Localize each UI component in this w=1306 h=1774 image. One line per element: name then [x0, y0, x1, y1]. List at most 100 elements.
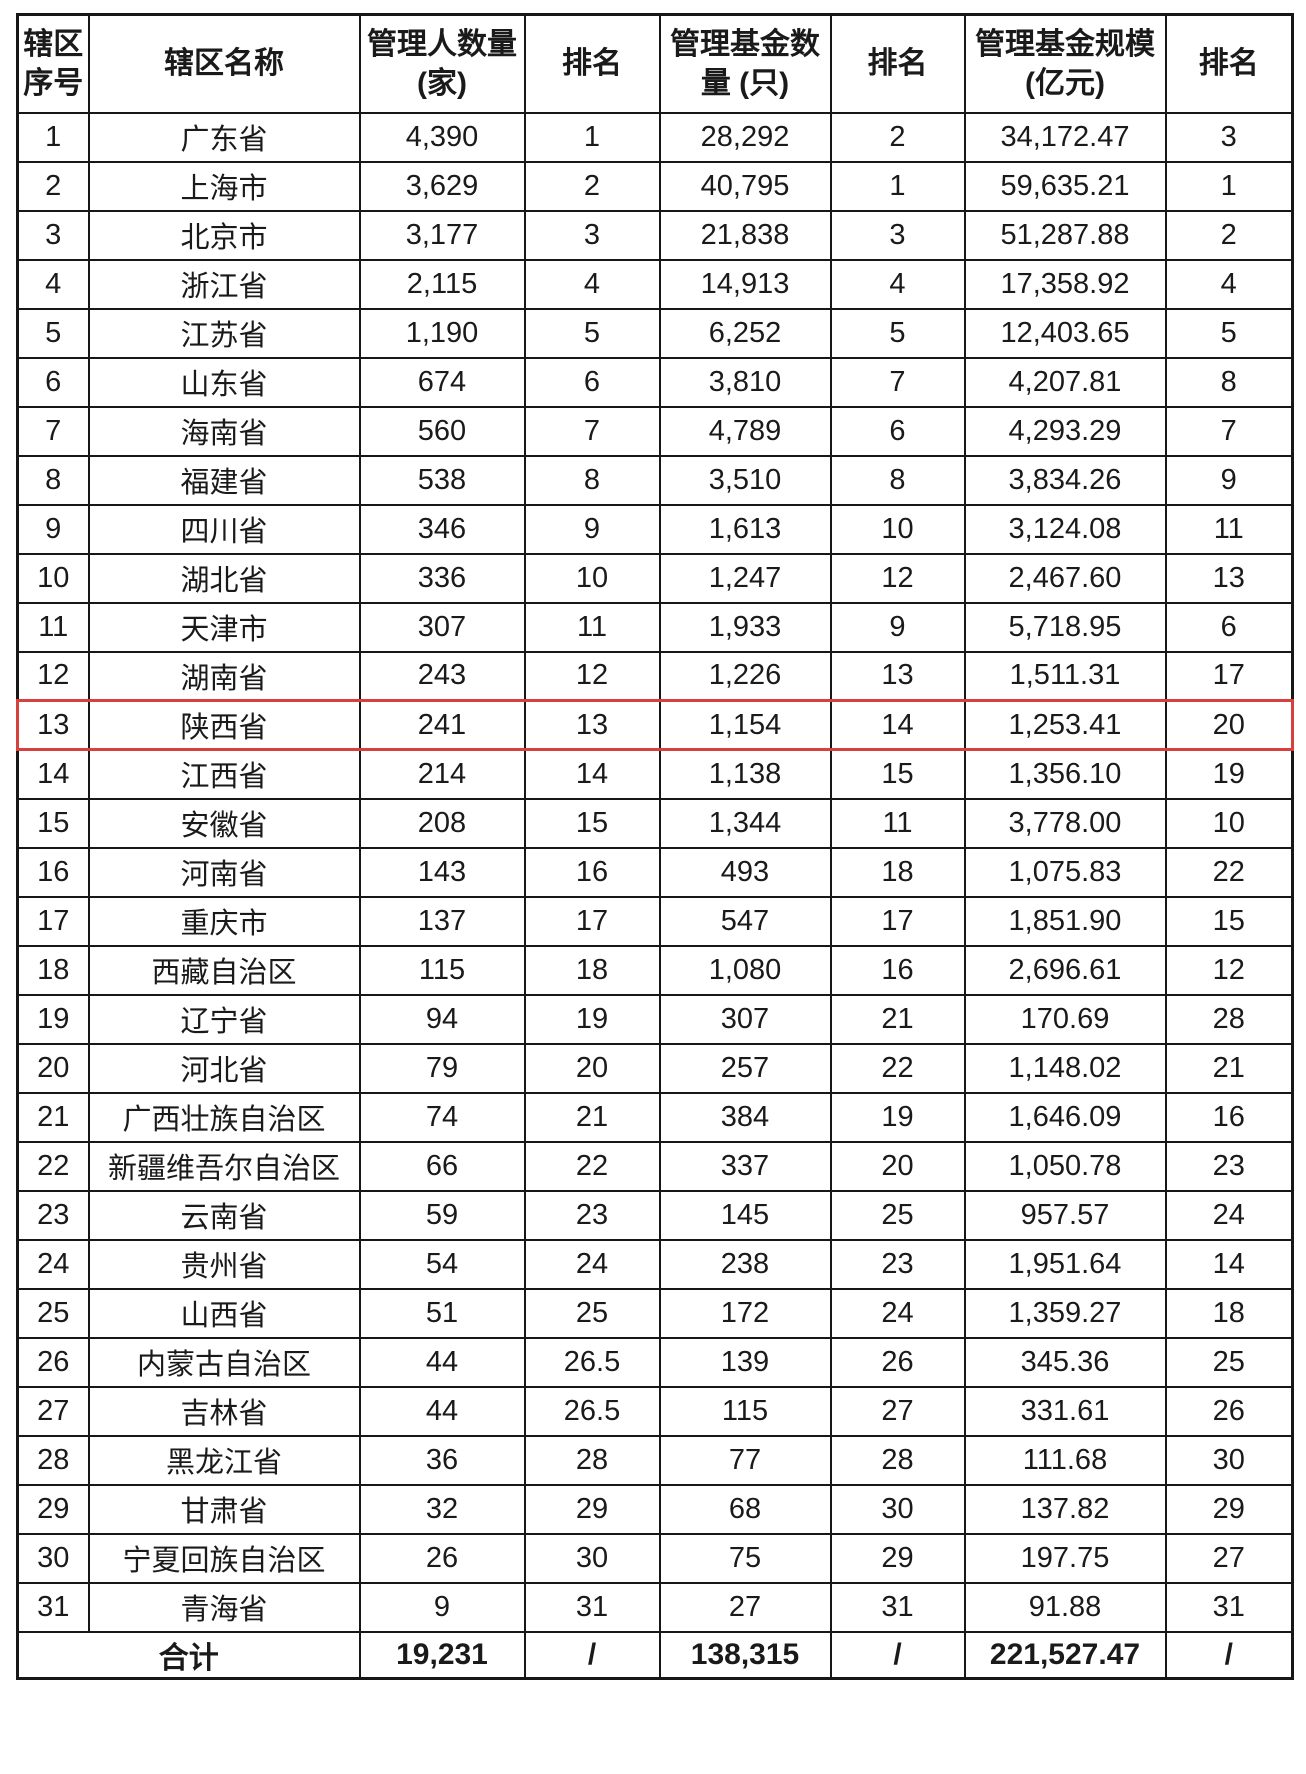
- fund-count: 139: [658, 1336, 832, 1388]
- total-row: 合计 19,231 / 138,315 / 221,527.47 /: [16, 1630, 1294, 1679]
- fund-scale-rank: 10: [1164, 797, 1294, 849]
- district-name: 广西壮族自治区: [87, 1091, 361, 1143]
- manager-count: 241: [358, 699, 526, 751]
- district-no: 11: [16, 601, 90, 653]
- table-row: 27 吉林省 44 26.5 115 27 331.61 26: [16, 1385, 1294, 1437]
- manager-count-rank: 28: [523, 1434, 661, 1486]
- fund-management-rank-table: 辖区 序号 辖区名称 管理人数量 (家) 排名 管理基金数 量 (只) 排名 管…: [16, 13, 1294, 1680]
- table-row: 24 贵州省 54 24 238 23 1,951.64 14: [16, 1238, 1294, 1290]
- district-no: 17: [16, 895, 90, 947]
- manager-count: 674: [358, 356, 526, 408]
- manager-count: 74: [358, 1091, 526, 1143]
- fund-scale-rank: 18: [1164, 1287, 1294, 1339]
- district-name: 山东省: [87, 356, 361, 408]
- table-row: 13 陕西省 241 13 1,154 14 1,253.41 20: [16, 699, 1294, 751]
- fund-scale-rank: 21: [1164, 1042, 1294, 1094]
- fund-scale-rank: 7: [1164, 405, 1294, 457]
- total-manager-count: 19,231: [358, 1630, 526, 1679]
- manager-count: 44: [358, 1385, 526, 1437]
- fund-count: 307: [658, 993, 832, 1045]
- fund-count: 384: [658, 1091, 832, 1143]
- manager-count-rank: 13: [523, 699, 661, 751]
- fund-count-rank: 25: [829, 1189, 966, 1241]
- manager-count: 538: [358, 454, 526, 506]
- manager-count: 3,177: [358, 209, 526, 261]
- fund-count-rank: 17: [829, 895, 966, 947]
- district-no: 22: [16, 1140, 90, 1192]
- header-fund-count: 管理基金数 量 (只): [658, 13, 832, 114]
- fund-scale: 170.69: [963, 993, 1167, 1045]
- manager-count: 560: [358, 405, 526, 457]
- fund-scale-rank: 16: [1164, 1091, 1294, 1143]
- fund-count-rank: 26: [829, 1336, 966, 1388]
- fund-count-rank: 6: [829, 405, 966, 457]
- fund-count: 75: [658, 1532, 832, 1584]
- district-name: 浙江省: [87, 258, 361, 310]
- manager-count: 26: [358, 1532, 526, 1584]
- district-no: 19: [16, 993, 90, 1045]
- district-name: 宁夏回族自治区: [87, 1532, 361, 1584]
- district-no: 31: [16, 1581, 90, 1633]
- fund-count-rank: 18: [829, 846, 966, 898]
- manager-count-rank: 18: [523, 944, 661, 996]
- fund-count: 1,080: [658, 944, 832, 996]
- manager-count-rank: 16: [523, 846, 661, 898]
- fund-scale: 1,356.10: [963, 748, 1167, 800]
- fund-scale: 1,511.31: [963, 650, 1167, 702]
- fund-scale-rank: 2: [1164, 209, 1294, 261]
- fund-scale-rank: 5: [1164, 307, 1294, 359]
- district-no: 4: [16, 258, 90, 310]
- header-fund-scale-rank: 排名: [1164, 13, 1294, 114]
- header-fund-count-rank: 排名: [829, 13, 966, 114]
- fund-count-rank: 22: [829, 1042, 966, 1094]
- table-row: 22 新疆维吾尔自治区 66 22 337 20 1,050.78 23: [16, 1140, 1294, 1192]
- table-row: 2 上海市 3,629 2 40,795 1 59,635.21 1: [16, 160, 1294, 212]
- fund-scale-rank: 14: [1164, 1238, 1294, 1290]
- fund-scale: 5,718.95: [963, 601, 1167, 653]
- district-no: 10: [16, 552, 90, 604]
- fund-scale-rank: 4: [1164, 258, 1294, 310]
- fund-count-rank: 1: [829, 160, 966, 212]
- fund-scale: 17,358.92: [963, 258, 1167, 310]
- table-row: 10 湖北省 336 10 1,247 12 2,467.60 13: [16, 552, 1294, 604]
- fund-count: 1,226: [658, 650, 832, 702]
- district-no: 18: [16, 944, 90, 996]
- district-no: 5: [16, 307, 90, 359]
- fund-scale: 111.68: [963, 1434, 1167, 1486]
- fund-scale-rank: 31: [1164, 1581, 1294, 1633]
- fund-scale-rank: 28: [1164, 993, 1294, 1045]
- district-name: 上海市: [87, 160, 361, 212]
- fund-scale-rank: 24: [1164, 1189, 1294, 1241]
- manager-count: 44: [358, 1336, 526, 1388]
- district-no: 15: [16, 797, 90, 849]
- total-fund-count: 138,315: [658, 1630, 832, 1679]
- fund-scale-rank: 30: [1164, 1434, 1294, 1486]
- fund-scale: 345.36: [963, 1336, 1167, 1388]
- manager-count: 94: [358, 993, 526, 1045]
- district-name: 甘肃省: [87, 1483, 361, 1535]
- table-row: 30 宁夏回族自治区 26 30 75 29 197.75 27: [16, 1532, 1294, 1584]
- fund-count: 493: [658, 846, 832, 898]
- fund-count: 172: [658, 1287, 832, 1339]
- fund-count-rank: 21: [829, 993, 966, 1045]
- fund-scale-rank: 29: [1164, 1483, 1294, 1535]
- total-manager-count-rank: /: [523, 1630, 661, 1679]
- fund-count: 145: [658, 1189, 832, 1241]
- manager-count-rank: 26.5: [523, 1336, 661, 1388]
- fund-scale: 137.82: [963, 1483, 1167, 1535]
- fund-count-rank: 29: [829, 1532, 966, 1584]
- table-row: 5 江苏省 1,190 5 6,252 5 12,403.65 5: [16, 307, 1294, 359]
- manager-count: 1,190: [358, 307, 526, 359]
- manager-count-rank: 15: [523, 797, 661, 849]
- manager-count-rank: 24: [523, 1238, 661, 1290]
- fund-scale: 91.88: [963, 1581, 1167, 1633]
- header-district-no: 辖区 序号: [16, 13, 90, 114]
- table-row: 28 黑龙江省 36 28 77 28 111.68 30: [16, 1434, 1294, 1486]
- manager-count-rank: 2: [523, 160, 661, 212]
- fund-count: 1,138: [658, 748, 832, 800]
- fund-count-rank: 10: [829, 503, 966, 555]
- fund-count: 4,789: [658, 405, 832, 457]
- manager-count-rank: 30: [523, 1532, 661, 1584]
- fund-scale: 197.75: [963, 1532, 1167, 1584]
- manager-count-rank: 25: [523, 1287, 661, 1339]
